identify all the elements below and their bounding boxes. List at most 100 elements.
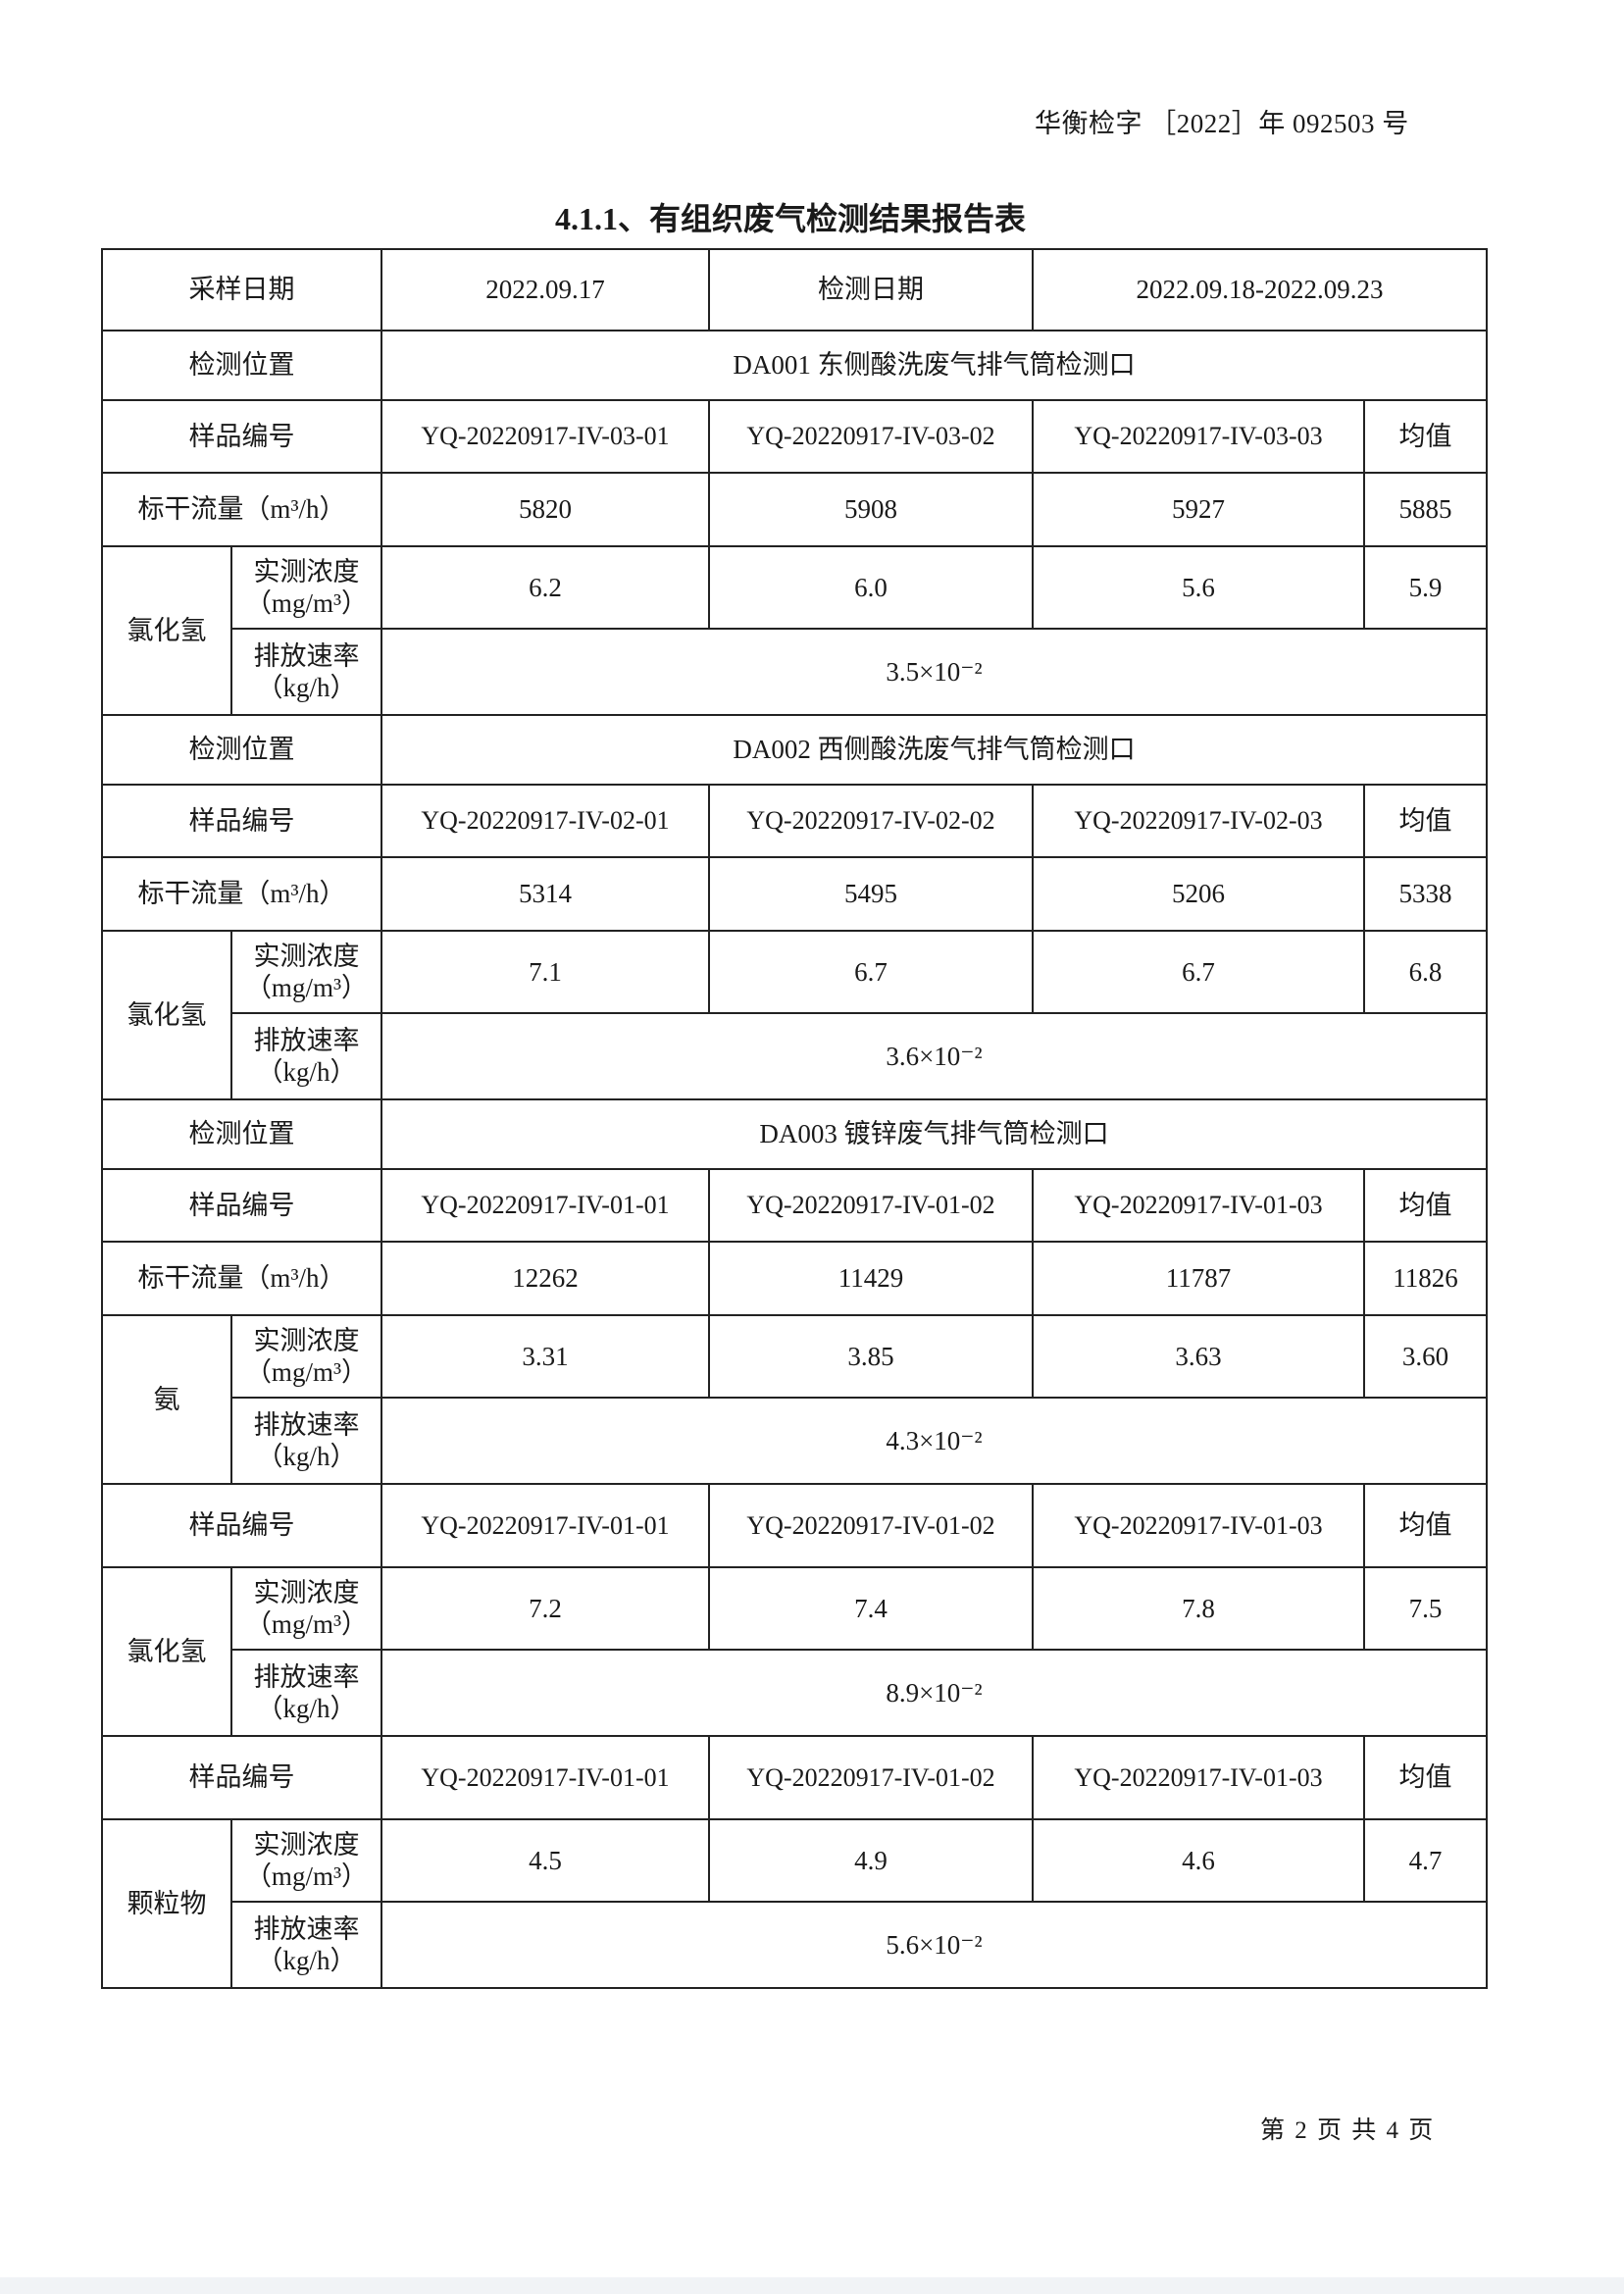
flow-value: 5927: [1032, 472, 1365, 547]
sample-id: YQ-20220917-IV-01-03: [1032, 1483, 1365, 1568]
flow-average: 11826: [1363, 1241, 1488, 1316]
concentration-row: 氯化氢 实测浓度 （mg/m³） 7.1 6.7 6.7 6.8: [101, 930, 1488, 1100]
average-label: 均值: [1363, 1168, 1488, 1243]
test-date-label: 检测日期: [708, 248, 1034, 331]
flow-value: 12262: [381, 1241, 710, 1316]
concentration-average: 3.60: [1363, 1314, 1488, 1399]
concentration-value: 4.5: [381, 1818, 710, 1903]
concentration-average: 7.5: [1363, 1566, 1488, 1651]
sample-id: YQ-20220917-IV-02-02: [708, 784, 1034, 858]
emission-rate-label: 排放速率 （kg/h）: [230, 628, 382, 716]
concentration-row: 氯化氢 实测浓度 （mg/m³） 6.2 6.0 5.6 5.9: [101, 545, 1488, 716]
concentration-row: 颗粒物 实测浓度 （mg/m³） 4.5 4.9 4.6 4.7: [101, 1818, 1488, 1989]
sample-id: YQ-20220917-IV-01-02: [708, 1483, 1034, 1568]
metric-label: 实测浓度: [253, 1325, 360, 1355]
emission-rate-label: 排放速率 （kg/h）: [230, 1901, 382, 1989]
concentration-value: 3.85: [708, 1314, 1034, 1399]
sample-id: YQ-20220917-IV-01-02: [708, 1735, 1034, 1820]
flow-row: 标干流量（m³/h） 5820 5908 5927 5885: [101, 472, 1488, 547]
sample-id: YQ-20220917-IV-01-03: [1032, 1735, 1365, 1820]
concentration-average: 5.9: [1363, 545, 1488, 630]
results-table: 采样日期 2022.09.17 检测日期 2022.09.18-2022.09.…: [101, 248, 1488, 1989]
concentration-row: 氯化氢 实测浓度 （mg/m³） 7.2 7.4 7.8 7.5: [101, 1566, 1488, 1737]
sample-id: YQ-20220917-IV-02-01: [381, 784, 710, 858]
emission-rate-row: 排放速率 （kg/h） 4.3×10⁻²: [102, 1397, 1488, 1485]
sample-id-label: 样品编号: [101, 1483, 382, 1568]
emission-rate-value: 4.3×10⁻²: [381, 1397, 1488, 1485]
report-number: 华衡检字 ［2022］年 092503 号: [1035, 109, 1409, 138]
scan-edge: [0, 2277, 1624, 2294]
unit-label: （kg/h）: [256, 1694, 357, 1723]
pollutant-name: 氯化氢: [101, 930, 232, 1100]
sample-id: YQ-20220917-IV-02-03: [1032, 784, 1365, 858]
unit-label: （kg/h）: [256, 673, 357, 702]
unit-label: （mg/m³）: [244, 1609, 369, 1639]
flow-row: 标干流量（m³/h） 5314 5495 5206 5338: [101, 856, 1488, 932]
flow-average: 5885: [1363, 472, 1488, 547]
emission-rate-value: 3.6×10⁻²: [381, 1012, 1488, 1100]
concentration-value: 4.6: [1032, 1818, 1365, 1903]
flow-value: 11429: [708, 1241, 1034, 1316]
emission-rate-row: 排放速率 （kg/h） 8.9×10⁻²: [102, 1649, 1488, 1737]
sample-id: YQ-20220917-IV-01-02: [708, 1168, 1034, 1243]
pollutant-name: 氨: [101, 1314, 232, 1485]
sample-id-label: 样品编号: [101, 1168, 382, 1243]
sample-id-row: 样品编号 YQ-20220917-IV-01-01 YQ-20220917-IV-0…: [101, 1483, 1488, 1568]
average-label: 均值: [1363, 1735, 1488, 1820]
location-label: 检测位置: [101, 1098, 382, 1170]
metric-label: 排放速率: [253, 1913, 360, 1944]
location-value: DA002 西侧酸洗废气排气筒检测口: [381, 714, 1488, 786]
metric-label: 实测浓度: [253, 556, 360, 586]
concentration-label: 实测浓度 （mg/m³）: [230, 545, 382, 630]
location-row: 检测位置 DA002 西侧酸洗废气排气筒检测口: [101, 714, 1488, 786]
unit-label: （kg/h）: [256, 1442, 357, 1471]
emission-rate-row: 排放速率 （kg/h） 3.5×10⁻²: [102, 628, 1488, 716]
date-row: 采样日期 2022.09.17 检测日期 2022.09.18-2022.09.…: [101, 248, 1488, 331]
emission-rate-value: 8.9×10⁻²: [381, 1649, 1488, 1737]
concentration-value: 6.2: [381, 545, 710, 630]
concentration-value: 7.4: [708, 1566, 1034, 1651]
flow-label: 标干流量（m³/h）: [101, 856, 382, 932]
flow-value: 11787: [1032, 1241, 1365, 1316]
flow-label: 标干流量（m³/h）: [101, 472, 382, 547]
flow-label: 标干流量（m³/h）: [101, 1241, 382, 1316]
concentration-value: 4.9: [708, 1818, 1034, 1903]
sample-id-label: 样品编号: [101, 1735, 382, 1820]
location-label: 检测位置: [101, 714, 382, 786]
emission-rate-value: 5.6×10⁻²: [381, 1901, 1488, 1989]
unit-label: （mg/m³）: [244, 1861, 369, 1891]
average-label: 均值: [1363, 784, 1488, 858]
concentration-value: 7.8: [1032, 1566, 1365, 1651]
sample-id: YQ-20220917-IV-01-01: [381, 1168, 710, 1243]
page-title: 4.1.1、有组织废气检测结果报告表: [554, 201, 1026, 236]
sample-id-row: 样品编号 YQ-20220917-IV-01-01 YQ-20220917-IV-0…: [101, 1168, 1488, 1243]
emission-rate-row: 排放速率 （kg/h） 3.6×10⁻²: [102, 1012, 1488, 1100]
flow-value: 5908: [708, 472, 1034, 547]
concentration-value: 6.0: [708, 545, 1034, 630]
sample-id-label: 样品编号: [101, 784, 382, 858]
flow-value: 5495: [708, 856, 1034, 932]
emission-rate-row: 排放速率 （kg/h） 5.6×10⁻²: [102, 1901, 1488, 1989]
concentration-label: 实测浓度 （mg/m³）: [230, 1566, 382, 1651]
sample-id: YQ-20220917-IV-03-03: [1032, 399, 1365, 474]
flow-value: 5206: [1032, 856, 1365, 932]
metric-label: 实测浓度: [253, 941, 360, 971]
concentration-value: 7.2: [381, 1566, 710, 1651]
concentration-label: 实测浓度 （mg/m³）: [230, 930, 382, 1014]
sample-id-row: 样品编号 YQ-20220917-IV-03-01 YQ-20220917-IV-0…: [101, 399, 1488, 474]
metric-label: 实测浓度: [253, 1829, 360, 1860]
metric-label: 排放速率: [253, 1661, 360, 1692]
pollutant-name: 氯化氢: [101, 1566, 232, 1737]
metric-label: 排放速率: [253, 1409, 360, 1440]
concentration-value: 5.6: [1032, 545, 1365, 630]
metric-label: 实测浓度: [253, 1577, 360, 1607]
flow-average: 5338: [1363, 856, 1488, 932]
pollutant-name: 氯化氢: [101, 545, 232, 716]
emission-rate-label: 排放速率 （kg/h）: [230, 1397, 382, 1485]
sampling-date: 2022.09.17: [381, 248, 710, 331]
unit-label: （mg/m³）: [244, 588, 369, 618]
sample-id: YQ-20220917-IV-01-01: [381, 1483, 710, 1568]
flow-value: 5820: [381, 472, 710, 547]
sample-id: YQ-20220917-IV-01-01: [381, 1735, 710, 1820]
sample-id-row: 样品编号 YQ-20220917-IV-02-01 YQ-20220917-IV-0…: [101, 784, 1488, 858]
